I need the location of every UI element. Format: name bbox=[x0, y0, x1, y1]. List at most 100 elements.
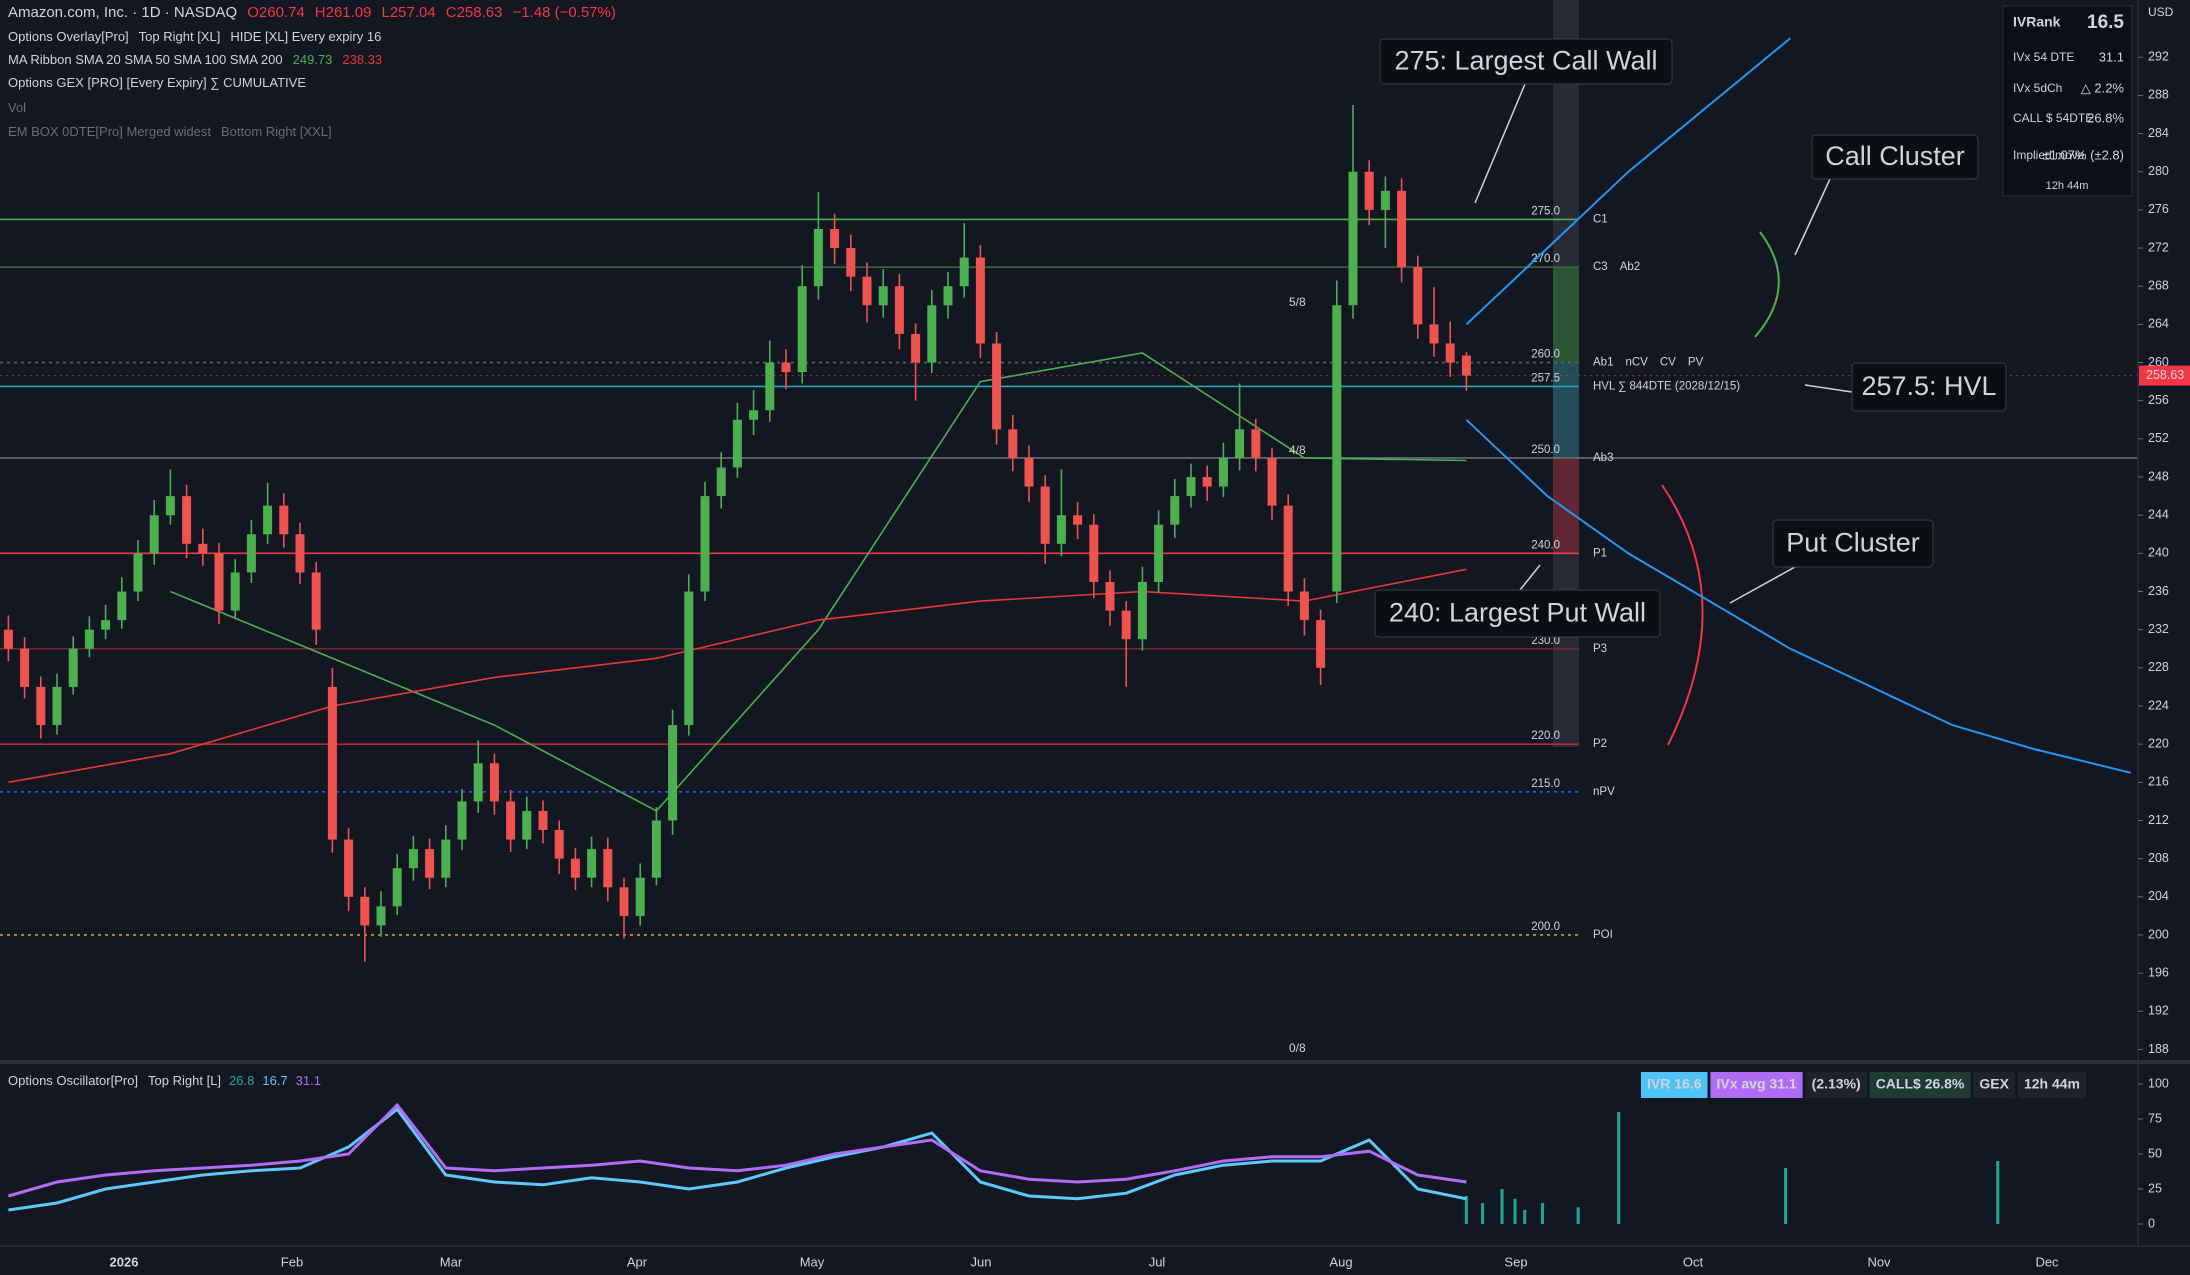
legend-row: Vol bbox=[8, 100, 26, 115]
candle-body bbox=[716, 467, 726, 497]
candle-body bbox=[684, 591, 694, 726]
legend-row: Amazon.com, Inc. · 1D · NASDAQ O260.74 H26… bbox=[8, 4, 616, 21]
call-cluster-arc bbox=[1754, 231, 1780, 338]
legend-row: EM BOX 0DTE[Pro] Merged widest Bottom Rig… bbox=[8, 124, 332, 139]
candle-body bbox=[619, 887, 629, 916]
y-tick-label: 248 bbox=[2148, 469, 2169, 483]
candle-body bbox=[570, 858, 580, 878]
candle-body bbox=[68, 648, 78, 687]
level-tag: P3 bbox=[1593, 643, 1607, 655]
y-tick-label: 100 bbox=[2148, 1076, 2169, 1090]
y-tick-label: 220 bbox=[2148, 736, 2169, 750]
legend-item: C258.63 bbox=[446, 4, 503, 21]
candle-body bbox=[392, 868, 402, 907]
y-tick-label: 240 bbox=[2148, 546, 2169, 560]
candle-body bbox=[846, 248, 856, 277]
y-tick-label: 280 bbox=[2148, 164, 2169, 178]
level-tag: C3 Ab2 bbox=[1593, 261, 1640, 273]
legend-item: Options GEX [PRO] [Every Expiry] ∑ CUMUL… bbox=[8, 75, 306, 90]
callout-pointer bbox=[1729, 566, 1796, 604]
candle-body bbox=[1332, 305, 1342, 592]
candle-body bbox=[878, 286, 888, 306]
legend-item: Amazon.com, Inc. · 1D · NASDAQ bbox=[8, 4, 237, 21]
status-chip bbox=[1805, 1072, 1867, 1098]
callout-text: 240: Largest Put Wall bbox=[1389, 598, 1646, 628]
x-tick-label: Jul bbox=[1149, 1254, 1166, 1269]
candle-body bbox=[927, 305, 937, 363]
legend-item: Bottom Right [XXL] bbox=[221, 124, 332, 139]
candle-body bbox=[1056, 515, 1066, 544]
candle-body bbox=[133, 553, 143, 592]
candle-body bbox=[765, 362, 775, 411]
candle-body bbox=[1073, 515, 1083, 525]
candle-body bbox=[441, 839, 451, 878]
level-tag-item: P1 bbox=[1593, 547, 1607, 559]
status-chip bbox=[1641, 1072, 1708, 1098]
candle-body bbox=[732, 419, 742, 468]
x-tick-label: Oct bbox=[1683, 1254, 1704, 1269]
currency: USD bbox=[2148, 5, 2174, 19]
level-label: 200.0 bbox=[1531, 921, 1560, 933]
legend-row: Options GEX [PRO] [Every Expiry] ∑ CUMUL… bbox=[8, 75, 306, 90]
legend-item: H261.09 bbox=[315, 4, 372, 21]
candle-body bbox=[587, 849, 597, 878]
candle-body bbox=[894, 286, 904, 334]
oscillator-legend: Options Oscillator[Pro] Top Right [L] 26.8… bbox=[8, 1073, 321, 1088]
level-tag: C1 bbox=[1593, 213, 1608, 225]
candle-body bbox=[457, 801, 467, 840]
legend-item: −1.48 (−0.57%) bbox=[512, 4, 615, 21]
candle-body bbox=[1235, 429, 1245, 458]
callout-box bbox=[1379, 38, 1673, 85]
status-chip bbox=[1869, 1072, 1971, 1098]
ivrank-label: IVRank bbox=[2013, 14, 2061, 30]
candle-body bbox=[975, 257, 985, 344]
candle-body bbox=[1105, 581, 1115, 611]
y-tick-label: 224 bbox=[2148, 698, 2169, 712]
candle-body bbox=[943, 286, 953, 306]
status-chip bbox=[1973, 1072, 2015, 1098]
candle-body bbox=[1348, 171, 1358, 306]
candle-body bbox=[214, 553, 224, 611]
y-tick-label: 268 bbox=[2148, 279, 2169, 293]
level-label: 220.0 bbox=[1531, 730, 1560, 742]
candle-body bbox=[538, 810, 548, 831]
level-label: 250.0 bbox=[1531, 444, 1560, 456]
status-text: GEX bbox=[1979, 1076, 2009, 1092]
callout-pointer bbox=[1474, 83, 1526, 204]
legend-row: Options Overlay[Pro] Top Right [XL] HIDE [… bbox=[8, 29, 381, 44]
callout-text: Put Cluster bbox=[1786, 528, 1920, 558]
candle-body bbox=[1397, 190, 1407, 268]
candle-body bbox=[862, 276, 872, 306]
candle-body bbox=[1202, 477, 1212, 487]
legend-item: HIDE [XL] Every expiry 16 bbox=[230, 29, 381, 44]
ivrank-value: 16.5 bbox=[2087, 12, 2124, 33]
level-tag-item: P2 bbox=[1593, 738, 1607, 750]
legend-item: Top Right [XL] bbox=[139, 29, 221, 44]
candle-body bbox=[992, 343, 1002, 430]
ivrank-value: 31.1 bbox=[2099, 49, 2124, 64]
level-label: 240.0 bbox=[1531, 539, 1560, 551]
y-tick-label: 284 bbox=[2148, 126, 2169, 140]
candle-body bbox=[489, 763, 499, 802]
candle-body bbox=[408, 849, 418, 869]
candle-body bbox=[165, 496, 175, 516]
candle-body bbox=[425, 849, 435, 878]
candle-body bbox=[635, 877, 645, 916]
y-tick-label: 200 bbox=[2148, 927, 2169, 941]
level-tag-item: POI bbox=[1593, 929, 1613, 941]
callout-text: 275: Largest Call Wall bbox=[1394, 46, 1657, 76]
fib-label: 4/8 bbox=[1289, 443, 1306, 457]
candle-body bbox=[1170, 496, 1180, 525]
fib-label: 0/8 bbox=[1289, 1041, 1306, 1055]
candle-body bbox=[295, 534, 305, 573]
moving-average bbox=[8, 568, 1467, 784]
legend-item: MA Ribbon SMA 20 SMA 50 SMA 100 SMA 200 bbox=[8, 52, 283, 67]
x-tick-label: May bbox=[800, 1254, 825, 1269]
candle-body bbox=[1251, 429, 1261, 458]
expected-move-lower bbox=[1465, 419, 2131, 774]
y-tick-label: 208 bbox=[2148, 851, 2169, 865]
y-tick-label: 288 bbox=[2148, 88, 2169, 102]
x-tick-label: Apr bbox=[627, 1254, 648, 1269]
legend-item: 249.73 bbox=[293, 52, 333, 67]
